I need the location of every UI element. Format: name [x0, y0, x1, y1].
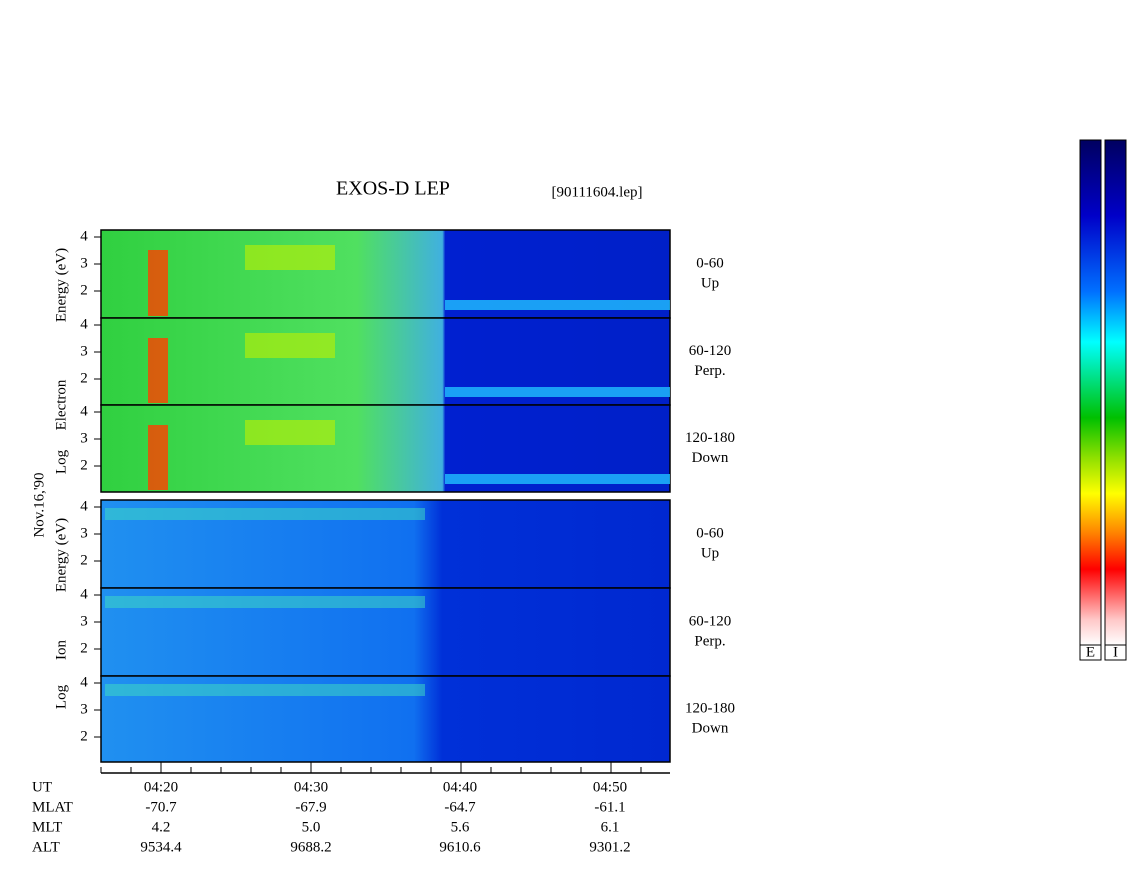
flux-band: [245, 245, 335, 270]
row-label: MLT: [32, 819, 62, 835]
flux-band: [148, 338, 168, 403]
pitch-angle: 60-120: [689, 343, 732, 359]
row-value: 04:40: [443, 779, 477, 795]
row-value: 4.2: [152, 819, 171, 835]
flux-band: [245, 333, 335, 358]
colorbar: [1079, 139, 1102, 646]
colorbar-label-box: [1104, 644, 1127, 661]
y-tick-label: 3: [80, 430, 88, 446]
flux-band: [445, 387, 670, 397]
file-name: [90111604.lep]: [552, 184, 643, 200]
y-tick-label: 3: [80, 525, 88, 541]
flux-band: [245, 420, 335, 445]
pitch-angle: 60-120: [689, 613, 732, 629]
y-tick-label: 2: [80, 370, 88, 386]
axis-label: Electron: [53, 379, 69, 430]
row-value: -67.9: [295, 799, 326, 815]
flux-band: [105, 508, 425, 520]
row-value: 5.6: [451, 819, 470, 835]
row-value: -61.1: [594, 799, 625, 815]
y-tick-label: 4: [80, 403, 88, 419]
direction: Down: [692, 720, 729, 736]
row-value: 04:30: [294, 779, 328, 795]
y-tick-label: 4: [80, 674, 88, 690]
row-value: 04:50: [593, 779, 627, 795]
pitch-angle: 0-60: [696, 255, 724, 271]
colorbar-label-box: [1079, 644, 1102, 661]
row-value: -64.7: [444, 799, 476, 815]
y-tick-label: 2: [80, 552, 88, 568]
direction: Up: [701, 545, 719, 561]
direction: Perp.: [694, 633, 725, 649]
row-value: 9688.2: [290, 839, 331, 855]
colorbar-label: E: [1086, 644, 1095, 660]
axis-label: Energy (eV): [53, 518, 69, 592]
flux-band: [105, 684, 425, 696]
axis-label: Energy (eV): [53, 248, 69, 322]
axis-label: Log: [53, 449, 69, 474]
axis-label: Ion: [53, 640, 69, 660]
date: Nov.16,'90: [31, 472, 47, 537]
y-tick-label: 2: [80, 457, 88, 473]
y-tick-label: 3: [80, 613, 88, 629]
flux-band: [148, 425, 168, 490]
row-value: 6.1: [601, 819, 620, 835]
pitch-angle: 120-180: [685, 700, 735, 716]
row-label: ALT: [32, 839, 60, 855]
direction: Perp.: [694, 363, 725, 379]
y-tick-label: 4: [80, 228, 88, 244]
colorbar: [1104, 139, 1127, 646]
row-value: 9534.4: [140, 839, 182, 855]
row-value: 5.0: [302, 819, 321, 835]
row-value: -70.7: [145, 799, 177, 815]
y-tick-label: 3: [80, 701, 88, 717]
y-tick-label: 4: [80, 498, 88, 514]
y-tick-label: 2: [80, 640, 88, 656]
colorbar-label: I: [1113, 644, 1118, 660]
y-tick-label: 4: [80, 586, 88, 602]
row-value: 9301.2: [589, 839, 630, 855]
y-tick-label: 2: [80, 728, 88, 744]
y-tick-label: 4: [80, 316, 88, 332]
flux-band: [105, 596, 425, 608]
direction: Down: [692, 450, 729, 466]
direction: Up: [701, 275, 719, 291]
axis-label: Log: [53, 684, 69, 709]
y-tick-label: 2: [80, 282, 88, 298]
flux-band: [445, 474, 670, 484]
row-value: 04:20: [144, 779, 178, 795]
row-label: UT: [32, 779, 52, 795]
y-tick-label: 3: [80, 343, 88, 359]
title: EXOS-D LEP: [336, 178, 450, 200]
flux-band: [148, 250, 168, 316]
pitch-angle: 120-180: [685, 430, 735, 446]
y-tick-label: 3: [80, 255, 88, 271]
row-value: 9610.6: [439, 839, 481, 855]
pitch-angle: 0-60: [696, 525, 724, 541]
flux-band: [445, 300, 670, 310]
row-label: MLAT: [32, 799, 73, 815]
